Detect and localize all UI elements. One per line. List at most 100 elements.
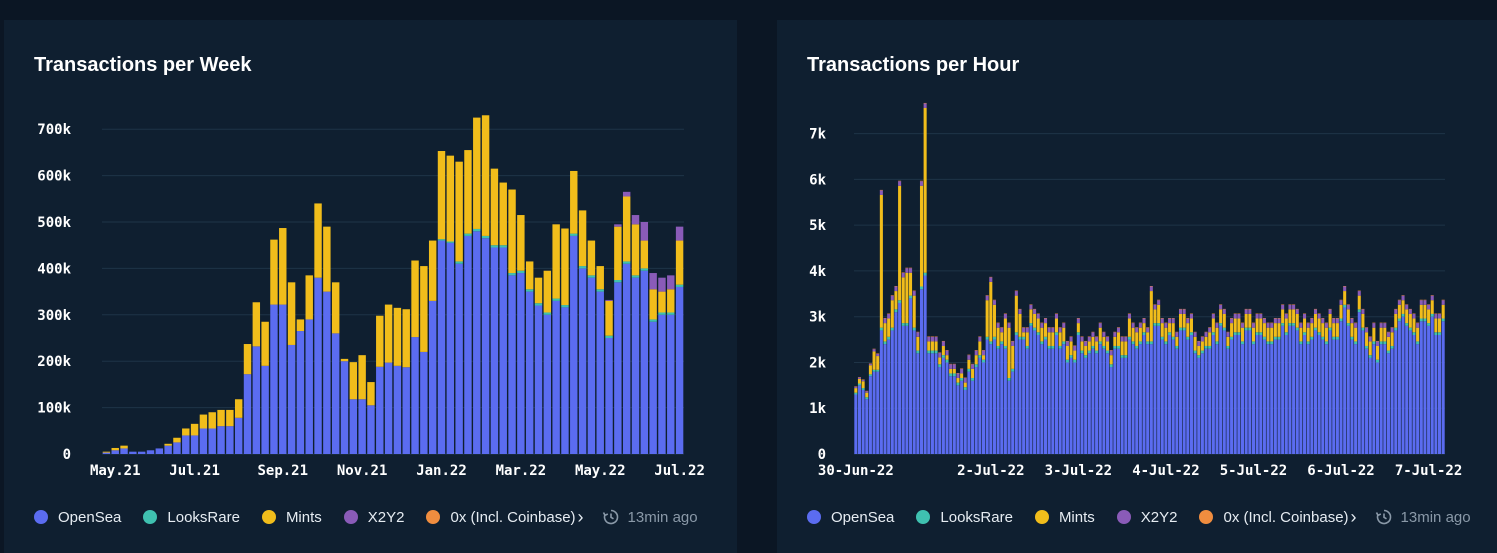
bar-segment[interactable] — [1409, 309, 1412, 314]
bar-segment[interactable] — [676, 285, 683, 287]
bar-segment[interactable] — [1037, 335, 1040, 454]
bar-segment[interactable] — [1168, 335, 1171, 454]
bar-segment[interactable] — [1226, 346, 1229, 349]
bar-segment[interactable] — [989, 341, 992, 344]
bar-segment[interactable] — [1000, 332, 1003, 341]
bar-segment[interactable] — [971, 381, 974, 454]
bar-segment[interactable] — [1350, 319, 1353, 324]
bar-segment[interactable] — [1423, 319, 1426, 322]
bar-segment[interactable] — [1318, 332, 1321, 335]
bar-segment[interactable] — [1354, 323, 1357, 328]
bar-segment[interactable] — [1310, 340, 1313, 454]
bar-segment[interactable] — [986, 296, 989, 301]
bar-segment[interactable] — [1124, 337, 1127, 342]
bar-segment[interactable] — [971, 369, 974, 378]
bar-segment[interactable] — [1197, 358, 1200, 454]
bar-segment[interactable] — [862, 390, 865, 454]
bar-segment[interactable] — [1259, 332, 1262, 335]
bar-segment[interactable] — [235, 418, 242, 454]
bar-segment[interactable] — [288, 345, 295, 454]
bar-segment[interactable] — [614, 280, 621, 282]
bar-segment[interactable] — [1299, 341, 1302, 344]
bar-segment[interactable] — [1190, 335, 1193, 454]
bar-segment[interactable] — [1106, 341, 1109, 350]
bar-segment[interactable] — [938, 357, 941, 364]
bar-segment[interactable] — [649, 289, 656, 319]
bar-segment[interactable] — [1318, 335, 1321, 454]
bar-segment[interactable] — [1325, 328, 1328, 342]
bar-segment[interactable] — [1292, 326, 1295, 454]
bar-segment[interactable] — [138, 452, 145, 454]
bar-segment[interactable] — [261, 366, 268, 454]
bar-segment[interactable] — [649, 273, 656, 289]
bar-segment[interactable] — [938, 367, 941, 454]
bar-segment[interactable] — [1139, 344, 1142, 454]
bar-segment[interactable] — [1288, 323, 1291, 326]
bar-segment[interactable] — [1000, 341, 1003, 344]
bar-segment[interactable] — [1099, 328, 1102, 342]
bar-segment[interactable] — [1380, 328, 1383, 342]
bar-segment[interactable] — [873, 351, 876, 369]
bar-segment[interactable] — [1387, 353, 1390, 454]
bar-segment[interactable] — [1248, 314, 1251, 328]
bar-segment[interactable] — [873, 372, 876, 454]
bar-segment[interactable] — [112, 450, 119, 454]
bar-segment[interactable] — [1044, 319, 1047, 324]
bar-segment[interactable] — [920, 289, 923, 454]
bar-segment[interactable] — [1307, 341, 1310, 344]
bar-segment[interactable] — [942, 355, 945, 358]
bar-segment[interactable] — [120, 446, 127, 449]
bar-segment[interactable] — [993, 305, 996, 337]
bar-segment[interactable] — [1004, 346, 1007, 349]
bar-segment[interactable] — [975, 367, 978, 454]
bar-segment[interactable] — [1018, 309, 1021, 314]
bar-segment[interactable] — [314, 278, 321, 454]
bar-segment[interactable] — [500, 245, 507, 247]
bar-segment[interactable] — [1303, 332, 1306, 335]
bar-segment[interactable] — [1241, 323, 1244, 328]
bar-segment[interactable] — [935, 353, 938, 454]
bar-segment[interactable] — [913, 296, 916, 328]
bar-segment[interactable] — [942, 341, 945, 346]
bar-segment[interactable] — [1022, 332, 1025, 337]
bar-segment[interactable] — [1380, 344, 1383, 454]
bar-segment[interactable] — [1409, 328, 1412, 331]
bar-segment[interactable] — [455, 261, 462, 263]
bar-segment[interactable] — [1350, 323, 1353, 337]
bar-segment[interactable] — [1117, 346, 1120, 349]
bar-segment[interactable] — [1088, 353, 1091, 454]
bar-segment[interactable] — [552, 299, 559, 301]
bar-segment[interactable] — [1172, 323, 1175, 337]
bar-segment[interactable] — [1091, 337, 1094, 346]
bar-segment[interactable] — [1336, 323, 1339, 337]
bar-segment[interactable] — [887, 319, 890, 337]
bar-segment[interactable] — [927, 351, 930, 354]
bar-segment[interactable] — [1040, 344, 1043, 454]
bar-segment[interactable] — [209, 412, 216, 428]
bar-segment[interactable] — [1095, 341, 1098, 350]
bar-segment[interactable] — [1212, 332, 1215, 335]
bar-segment[interactable] — [1241, 344, 1244, 454]
bar-segment[interactable] — [1263, 323, 1266, 337]
bar-segment[interactable] — [1223, 330, 1226, 454]
bar-segment[interactable] — [1248, 309, 1251, 314]
bar-segment[interactable] — [1026, 346, 1029, 349]
bar-segment[interactable] — [1431, 314, 1434, 317]
bar-segment[interactable] — [279, 228, 286, 305]
bar-segment[interactable] — [1161, 337, 1164, 340]
bar-segment[interactable] — [1336, 319, 1339, 324]
bar-segment[interactable] — [1091, 346, 1094, 349]
bar-segment[interactable] — [902, 277, 905, 323]
bar-segment[interactable] — [1029, 323, 1032, 326]
bar-segment[interactable] — [1073, 360, 1076, 363]
bar-segment[interactable] — [1183, 309, 1186, 314]
bar-segment[interactable] — [891, 296, 894, 301]
bar-segment[interactable] — [1070, 355, 1073, 358]
bar-segment[interactable] — [526, 292, 533, 454]
bar-segment[interactable] — [1164, 341, 1167, 344]
bar-segment[interactable] — [960, 378, 963, 381]
bar-segment[interactable] — [641, 271, 648, 454]
bar-segment[interactable] — [1307, 344, 1310, 454]
bar-segment[interactable] — [1073, 362, 1076, 454]
bar-segment[interactable] — [902, 326, 905, 454]
